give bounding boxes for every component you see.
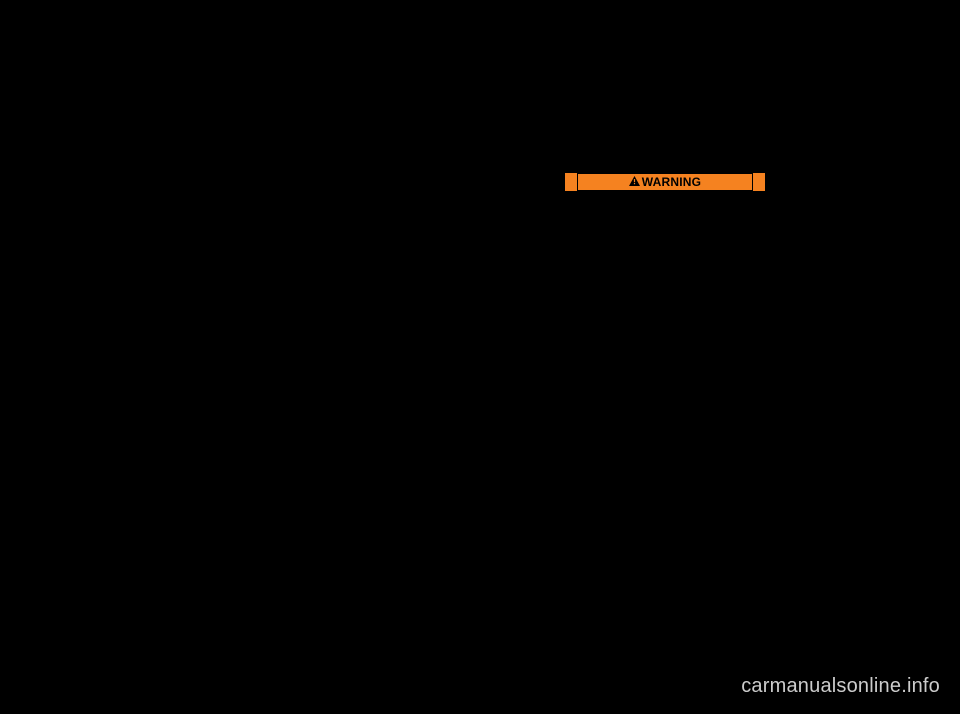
warning-text: WARNING	[642, 175, 701, 189]
alert-triangle-icon	[629, 176, 640, 189]
warning-side-right	[753, 173, 765, 191]
watermark-text: carmanualsonline.info	[741, 675, 940, 698]
warning-center: WARNING	[577, 173, 753, 191]
manual-page: WARNING carmanualsonline.info	[0, 0, 960, 714]
warning-label: WARNING	[565, 173, 765, 191]
warning-side-left	[565, 173, 577, 191]
